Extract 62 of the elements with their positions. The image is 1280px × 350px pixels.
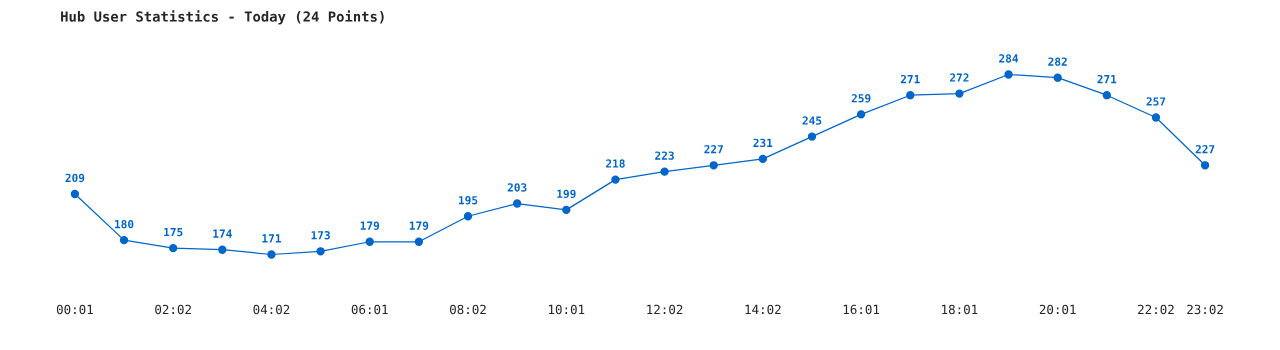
point (1151, 113, 1161, 122)
x-tick-label: 22:02 (1138, 304, 1174, 315)
point (169, 243, 178, 253)
point (562, 205, 571, 215)
chart-title: Hub User Statistics - Today (24 Points) (61, 10, 384, 25)
point (119, 235, 129, 245)
x-tick-label: 04:02 (253, 304, 290, 315)
data-label: 245 (802, 116, 822, 125)
x-tick-label: 06:01 (351, 304, 388, 315)
x-tick-label: 02:02 (155, 304, 191, 315)
point (1200, 161, 1210, 170)
data-label: 259 (851, 94, 871, 103)
data-label: 257 (1146, 97, 1166, 106)
data-label: 271 (1097, 74, 1117, 84)
x-tick-label: 20:01 (1039, 304, 1076, 315)
x-tick-label: 12:02 (647, 304, 683, 315)
point (807, 132, 817, 141)
x-tick-label: 08:02 (450, 304, 486, 315)
x-tick-label: 10:01 (548, 304, 585, 315)
data-label: 284 (999, 54, 1019, 63)
point (512, 199, 522, 208)
point (758, 154, 768, 164)
point (856, 110, 866, 119)
x-tick-label: 18:01 (942, 304, 978, 315)
data-label: 171 (262, 234, 281, 243)
point (267, 250, 276, 259)
point (1102, 91, 1111, 100)
point (218, 245, 227, 254)
x-tick-label: 23:02 (1187, 304, 1223, 315)
point (463, 212, 473, 221)
data-label: 227 (1195, 145, 1215, 154)
data-label: 223 (655, 151, 674, 160)
data-label: 203 (507, 183, 527, 192)
data-label: 231 (753, 138, 773, 148)
point (414, 237, 424, 246)
data-label: 199 (557, 189, 576, 199)
data-label: 175 (164, 227, 183, 237)
point (906, 91, 915, 100)
data-label: 209 (65, 173, 85, 183)
data-label: 227 (704, 145, 723, 154)
data-label: 195 (459, 196, 478, 205)
data-label: 271 (900, 74, 920, 84)
data-label: 272 (949, 73, 969, 82)
data-label: 174 (213, 229, 232, 238)
data-label: 179 (360, 221, 380, 230)
data-label: 282 (1048, 57, 1067, 66)
x-tick-label: 00:01 (56, 304, 93, 315)
point (955, 89, 964, 98)
data-label: 179 (409, 221, 429, 230)
point (660, 167, 669, 176)
point (70, 189, 80, 199)
data-label: 218 (606, 159, 625, 168)
point (709, 161, 718, 170)
point (611, 175, 620, 184)
data-label: 180 (115, 219, 134, 229)
x-tick-label: 16:01 (843, 304, 880, 315)
data-label: 173 (311, 231, 330, 240)
point (1004, 70, 1013, 79)
point (316, 247, 325, 256)
point (365, 237, 374, 246)
point (1053, 73, 1062, 82)
x-tick-label: 14:02 (745, 304, 781, 315)
